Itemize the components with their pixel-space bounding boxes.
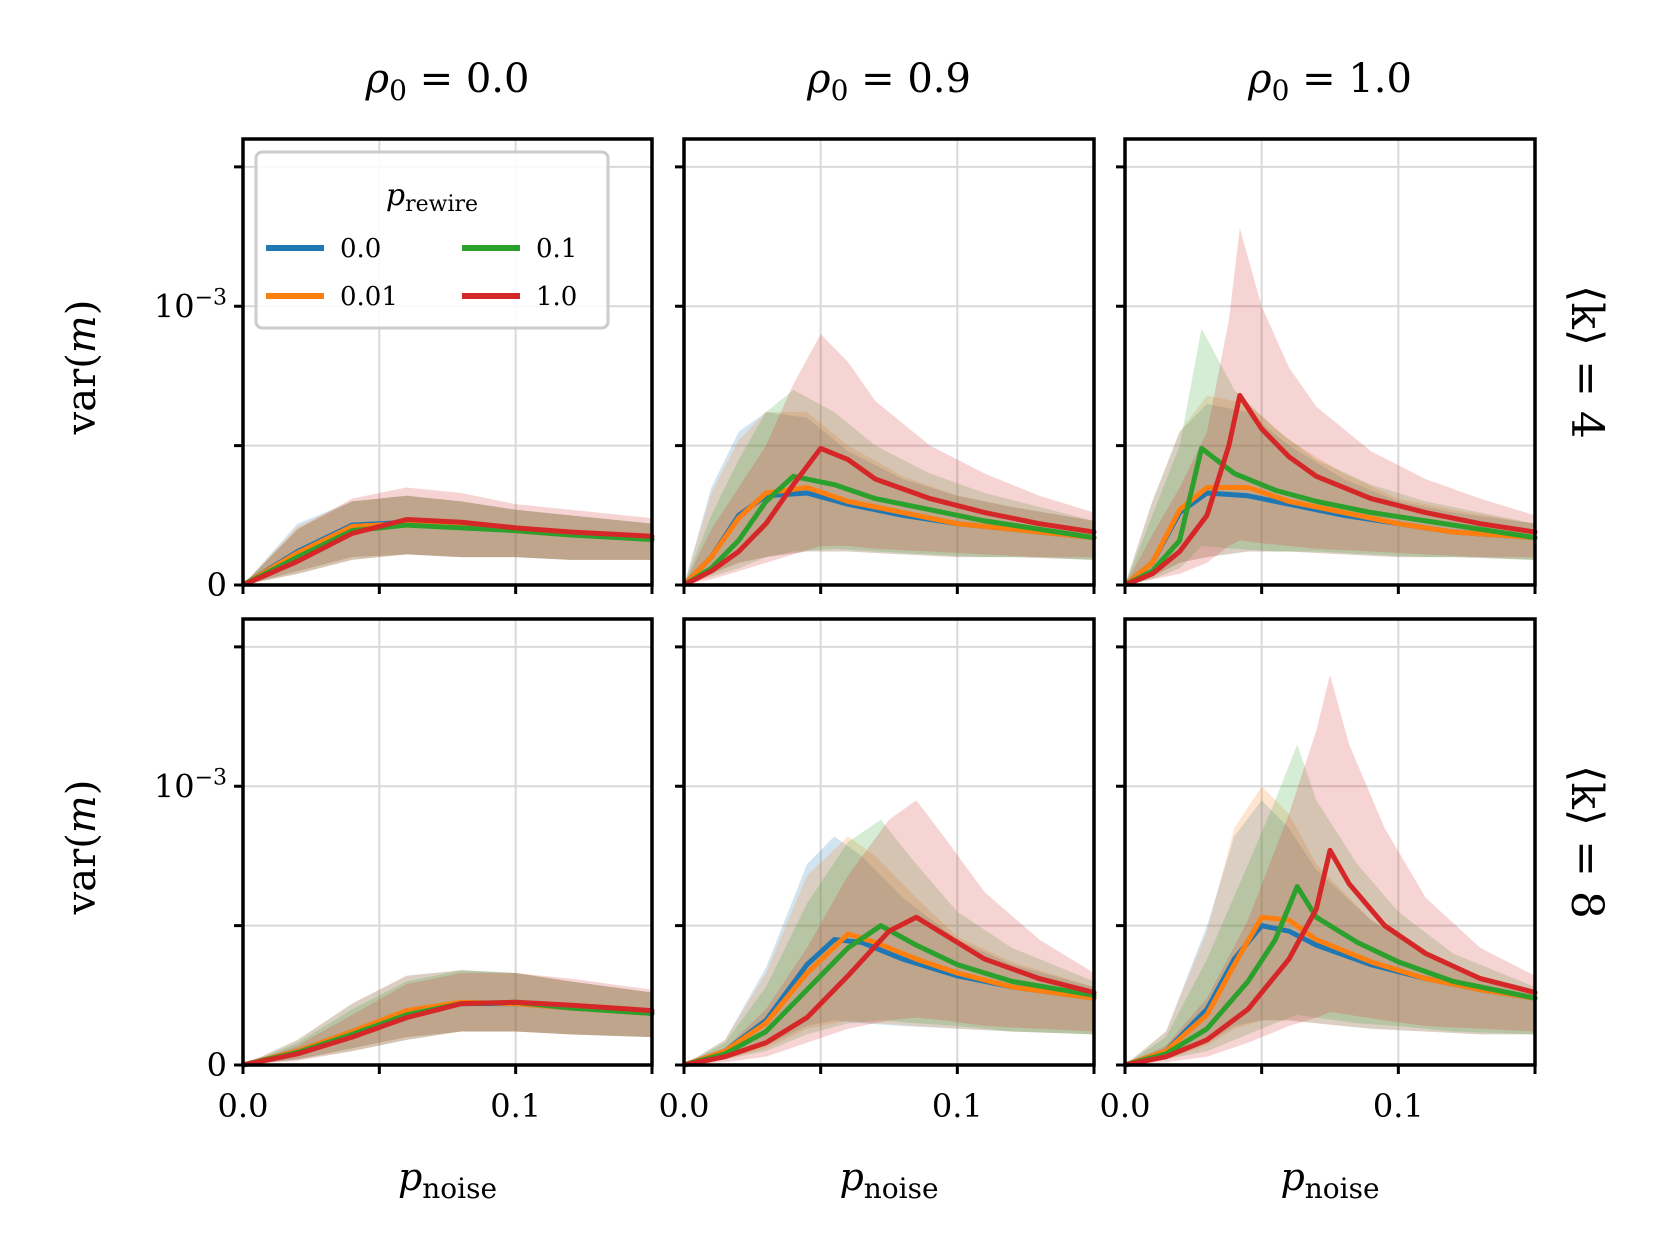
- ylabel-row1: var(m): [59, 780, 105, 916]
- row-label-0: ⟨k⟩ = 4: [1561, 285, 1612, 439]
- panel-r1-c1-line-1.0: [681, 914, 1097, 1068]
- panel-r0-c1-line-0.1: [681, 473, 1097, 588]
- panel-r0-c0-line-1.0: [240, 516, 655, 588]
- panel-r1-c2-line-1.0: [1122, 847, 1538, 1068]
- panel-r0-c1-band-0.1: [684, 389, 1094, 585]
- band-layer: [243, 228, 1535, 1065]
- panel-r0-c1-line-1.0: [681, 445, 1097, 588]
- panel-r0-c0-band-1.0: [243, 487, 652, 585]
- panel-r0-c2-line-0.01: [1122, 484, 1538, 588]
- panel-r0-c0-band-0.1: [243, 495, 652, 585]
- panel-r1-c2-band-0.1: [1125, 744, 1535, 1065]
- panel-r0-c2-line-1.0: [1122, 392, 1538, 588]
- column-title-1: ρ0 = 0.9: [806, 56, 971, 107]
- panel-r1-c0-frame: [241, 617, 654, 1067]
- panel-r1-c0-line-1.0: [240, 999, 655, 1068]
- panel-r1-c0-band-1.0: [243, 973, 652, 1065]
- panel-r0-c2-line-0.1: [1122, 445, 1538, 588]
- column-title-0: ρ0 = 0.0: [365, 56, 530, 107]
- panel-r1-c1-xtick-label: 0.1: [932, 1087, 983, 1125]
- panel-r1-c1-band-0.1: [684, 819, 1094, 1065]
- xlabel-col2: pnoise: [1280, 1155, 1379, 1205]
- panel-r0-c1-frame: [682, 137, 1096, 587]
- panel-r1-c1-frame: [682, 617, 1096, 1067]
- column-title-2: ρ0 = 1.0: [1247, 56, 1412, 107]
- panel-r1-c2-line-0.01: [1122, 914, 1538, 1068]
- panel-r0-c0-ytick-label-0: 0: [207, 566, 227, 604]
- panel-r1-c2-line-0.1: [1122, 884, 1538, 1068]
- line-layer: [240, 392, 1538, 1068]
- grid-layer: [243, 139, 1535, 1065]
- legend-label-0.0: 0.0: [340, 234, 381, 264]
- legend-title: prewire: [386, 178, 478, 217]
- row-label-1: ⟨k⟩ = 8: [1561, 765, 1612, 919]
- frame-layer: [234, 137, 1537, 1074]
- legend: prewire 0.0 0.01 0.1 1.0: [254, 150, 610, 330]
- panel-r0-c1-band-0.01: [684, 412, 1094, 585]
- panel-r1-c0-xtick-label: 0.0: [218, 1087, 269, 1125]
- panel-r1-c2-frame: [1123, 617, 1537, 1067]
- panel-r0-c1-band-0.0: [684, 412, 1094, 585]
- panel-r1-c2-band-0.0: [1125, 800, 1535, 1065]
- panel-r1-c2-xtick-label: 0.0: [1100, 1087, 1151, 1125]
- panel-r0-c0-line-0.1: [240, 522, 655, 588]
- panel-r1-c0-ytick-label-1e-3: 10−3: [154, 765, 227, 805]
- panel-r0-c2-frame: [1123, 137, 1537, 587]
- legend-label-1.0: 1.0: [536, 282, 577, 312]
- panel-r1-c1-line-0.1: [681, 923, 1097, 1068]
- panel-r1-c0-ytick-label-0: 0: [207, 1046, 227, 1084]
- legend-label-0.1: 0.1: [536, 234, 577, 264]
- panel-r1-c1-xtick-label: 0.0: [659, 1087, 710, 1125]
- panel-r1-c2-xtick-label: 0.1: [1373, 1087, 1424, 1125]
- xlabel-col0: pnoise: [398, 1155, 497, 1205]
- text-layer: 0 10−3 var(m) ρ0 = 0.0 ρ0 = 0.9 ρ0 = 1.0 ⟨k⟩ =…: [59, 56, 1612, 1205]
- panel-r0-c0-frame: [241, 137, 654, 587]
- panel-r0-c1-line-0.01: [681, 484, 1097, 588]
- ylabel-row0: var(m): [59, 300, 105, 436]
- legend-label-0.01: 0.01: [340, 282, 398, 312]
- legend-frame: [254, 150, 610, 330]
- xlabel-col1: pnoise: [839, 1155, 938, 1205]
- panel-r0-c0-band-0.01: [243, 495, 652, 585]
- panel-r0-c0-band-0.0: [243, 495, 652, 585]
- panel-r1-c0-xtick-label: 0.1: [490, 1087, 541, 1125]
- panel-r0-c0-ytick-label-1e-3: 10−3: [154, 285, 227, 325]
